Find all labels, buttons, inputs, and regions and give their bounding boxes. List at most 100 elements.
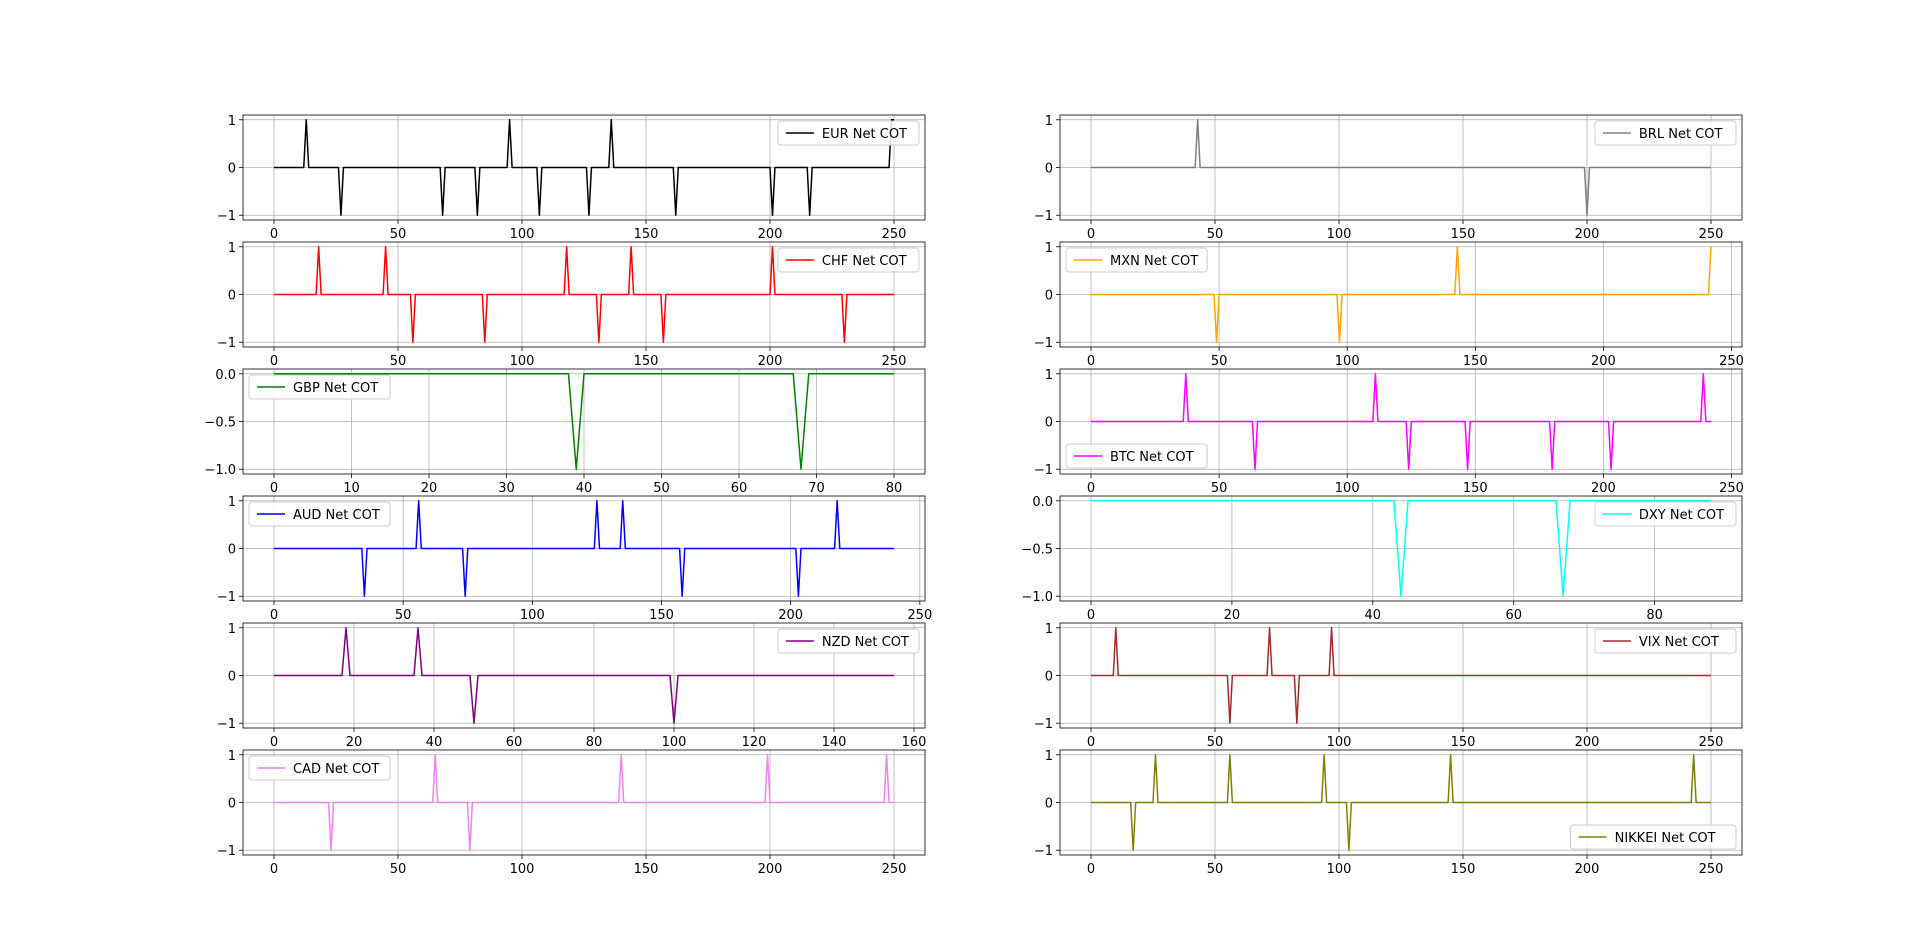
legend-box xyxy=(777,628,920,654)
y-tick-label: 1 xyxy=(228,114,236,129)
x-tick-label: 80 xyxy=(886,481,903,496)
legend: CAD Net COT xyxy=(248,755,391,781)
x-tick-label: 250 xyxy=(882,862,907,877)
x-tick-label: 0 xyxy=(270,608,278,623)
x-tick-label: 0 xyxy=(1087,862,1095,877)
x-tick-label: 150 xyxy=(1463,354,1488,369)
x-tick-label: 0 xyxy=(270,481,278,496)
x-tick-label: 20 xyxy=(1224,608,1241,623)
series-line xyxy=(274,246,894,343)
legend: BTC Net COT xyxy=(1065,443,1208,469)
x-tick-label: 50 xyxy=(390,862,407,877)
legend-label: NIKKEI Net COT xyxy=(1615,831,1716,846)
legend: BRL Net COT xyxy=(1594,120,1737,146)
series-line xyxy=(274,119,894,216)
x-tick-label: 50 xyxy=(1207,862,1224,877)
x-tick-label: 10 xyxy=(343,481,360,496)
x-tick-label: 0 xyxy=(1087,481,1095,496)
x-tick-label: 250 xyxy=(1699,227,1724,242)
y-tick-label: −1 xyxy=(217,590,236,605)
y-tick-label: 0 xyxy=(1045,289,1053,304)
x-tick-label: 150 xyxy=(1451,227,1476,242)
legend-label: CAD Net COT xyxy=(293,762,379,777)
legend-box xyxy=(1570,824,1737,850)
x-tick-label: 200 xyxy=(1575,735,1600,750)
y-tick-label: 1 xyxy=(1045,749,1053,764)
legend-label: CHF Net COT xyxy=(822,254,907,269)
x-tick-label: 100 xyxy=(1327,862,1352,877)
x-tick-label: 140 xyxy=(822,735,847,750)
legend: EUR Net COT xyxy=(777,120,920,146)
legend-label: EUR Net COT xyxy=(822,127,907,142)
x-tick-label: 200 xyxy=(778,608,803,623)
x-tick-label: 200 xyxy=(1591,354,1616,369)
y-tick-label: 1 xyxy=(1045,114,1053,129)
x-tick-label: 200 xyxy=(758,354,783,369)
x-tick-label: 50 xyxy=(1211,481,1228,496)
x-tick-label: 150 xyxy=(1451,862,1476,877)
x-tick-label: 0 xyxy=(1087,608,1095,623)
y-tick-label: 0 xyxy=(228,797,236,812)
x-tick-label: 70 xyxy=(808,481,825,496)
x-tick-label: 250 xyxy=(882,227,907,242)
x-tick-label: 0 xyxy=(1087,227,1095,242)
legend: AUD Net COT xyxy=(248,501,391,527)
y-tick-label: −1 xyxy=(1034,717,1053,732)
y-tick-label: −1.0 xyxy=(204,463,236,478)
x-tick-label: 50 xyxy=(653,481,670,496)
x-tick-label: 100 xyxy=(520,608,545,623)
legend-label: GBP Net COT xyxy=(293,381,378,396)
subplot: 0 50 100 150 200 250 −1 0 1 BRL Net COT xyxy=(1034,114,1743,242)
subplot: 0 20 40 60 80 100 120 140 160 −1 0 1 NZD Net COT xyxy=(217,622,927,750)
x-tick-label: 100 xyxy=(1335,481,1360,496)
y-tick-label: 0.0 xyxy=(1032,495,1053,510)
subplot: 0 50 100 150 200 250 −1 0 1 CHF Net COT xyxy=(217,241,926,369)
x-tick-label: 100 xyxy=(1335,354,1360,369)
x-tick-label: 0 xyxy=(270,735,278,750)
subplot: 0 50 100 150 200 250 −1 0 1 CAD Net COT xyxy=(217,749,926,877)
x-tick-label: 200 xyxy=(1591,481,1616,496)
x-tick-label: 150 xyxy=(634,354,659,369)
y-tick-label: 0 xyxy=(1045,797,1053,812)
x-tick-label: 250 xyxy=(1719,354,1744,369)
x-tick-label: 160 xyxy=(902,735,927,750)
x-tick-label: 0 xyxy=(270,862,278,877)
x-tick-label: 40 xyxy=(576,481,593,496)
legend: NIKKEI Net COT xyxy=(1570,824,1737,850)
subplot: 0 50 100 150 200 250 −1 0 1 BTC Net COT xyxy=(1034,368,1744,496)
x-tick-label: 200 xyxy=(758,227,783,242)
x-tick-label: 0 xyxy=(1087,735,1095,750)
legend-label: BRL Net COT xyxy=(1639,127,1723,142)
legend: MXN Net COT xyxy=(1065,247,1208,273)
x-tick-label: 150 xyxy=(634,227,659,242)
legend-label: DXY Net COT xyxy=(1639,508,1724,523)
x-tick-label: 20 xyxy=(421,481,438,496)
y-tick-label: 0 xyxy=(228,289,236,304)
y-tick-label: 0 xyxy=(228,162,236,177)
series-line xyxy=(1091,754,1711,851)
legend: GBP Net COT xyxy=(248,374,391,400)
y-tick-label: −1 xyxy=(1034,463,1053,478)
series-line xyxy=(274,754,894,851)
x-tick-label: 150 xyxy=(634,862,659,877)
legend-box xyxy=(248,374,391,400)
series-line xyxy=(1091,500,1711,597)
legend-label: NZD Net COT xyxy=(822,635,909,650)
y-tick-label: −1.0 xyxy=(1021,590,1053,605)
series-line xyxy=(274,373,894,470)
y-tick-label: −1 xyxy=(217,336,236,351)
legend-box xyxy=(1594,628,1737,654)
series-line xyxy=(1091,246,1712,343)
legend-box xyxy=(1065,443,1208,469)
y-tick-label: 0 xyxy=(1045,670,1053,685)
subplot: 0 50 100 150 200 250 −1 0 1 VIX Net COT xyxy=(1034,622,1743,750)
legend-box xyxy=(1594,120,1737,146)
legend-box xyxy=(777,120,920,146)
y-tick-label: −0.5 xyxy=(1021,543,1053,558)
y-tick-label: 1 xyxy=(1045,241,1053,256)
y-tick-label: 1 xyxy=(228,241,236,256)
legend: NZD Net COT xyxy=(777,628,920,654)
legend-label: VIX Net COT xyxy=(1639,635,1719,650)
x-tick-label: 250 xyxy=(1699,735,1724,750)
